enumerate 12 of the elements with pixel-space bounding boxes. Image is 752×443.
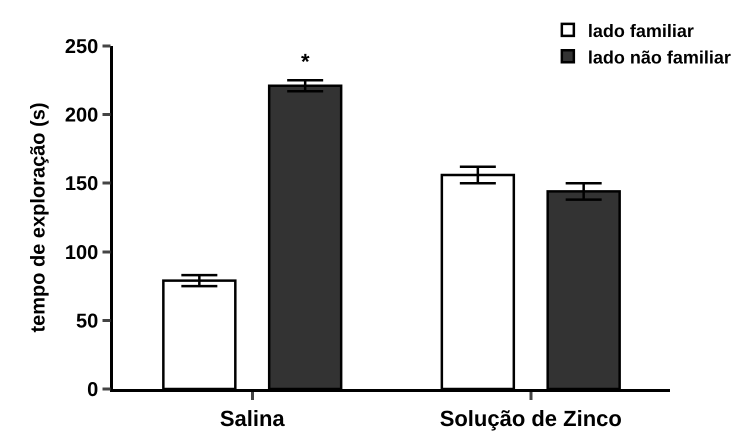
y-tick-label: 150: [64, 173, 98, 196]
annotation: *: [301, 49, 310, 74]
y-tick-label: 100: [64, 242, 98, 264]
y-tick-label: 0: [87, 379, 98, 401]
x-tick-label: Salina: [220, 406, 286, 432]
y-tick-label: 250: [64, 36, 98, 58]
y-tick-label: 50: [76, 310, 98, 332]
legend-label: lado familiar: [588, 20, 694, 41]
y-axis-title: tempo de exploração (s): [27, 102, 50, 333]
x-tick-label: Solução de Zinco: [440, 406, 622, 432]
y-tick-label: 200: [64, 104, 98, 127]
legend-label: lado não familiar: [588, 47, 731, 68]
